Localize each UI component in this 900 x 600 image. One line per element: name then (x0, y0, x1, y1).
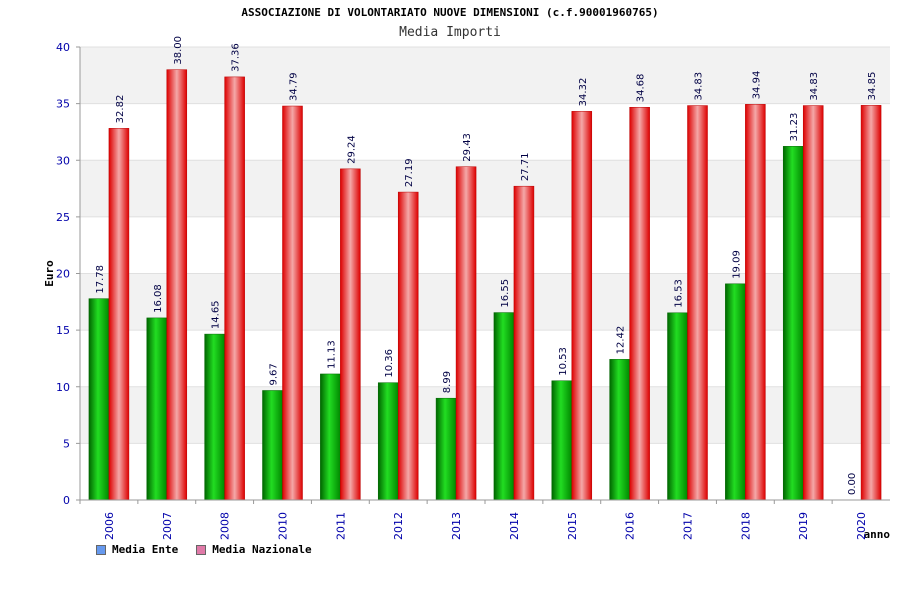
data-label: 27.19 (404, 158, 415, 187)
y-tick-label: 30 (56, 154, 70, 167)
x-tick-label: 2007 (161, 512, 174, 540)
data-label: 34.85 (867, 72, 878, 101)
data-label: 12.42 (616, 326, 627, 355)
grid-band (80, 386, 890, 444)
x-tick-label: 2016 (624, 512, 637, 540)
bar-media-ente (782, 146, 804, 501)
legend-label-media-ente: Media Ente (112, 543, 179, 556)
chart-subtitle: Media Importi (399, 25, 501, 40)
data-label: 10.53 (558, 347, 569, 376)
y-tick-label: 5 (63, 437, 70, 450)
bar-media-nazionale (108, 128, 130, 501)
grid-band (80, 47, 890, 104)
bar-media-nazionale (629, 106, 650, 501)
x-tick-label: 2011 (334, 512, 347, 540)
x-tick-label: 2006 (103, 512, 116, 540)
bar-media-nazionale (166, 69, 188, 501)
y-axis-label: Euro (43, 260, 56, 287)
y-tick-label: 10 (56, 381, 70, 394)
bar-media-nazionale (224, 76, 245, 501)
x-tick-label: 2018 (739, 512, 752, 540)
data-label: 9.67 (269, 363, 280, 385)
bar-media-nazionale (340, 168, 361, 501)
legend-item-media-ente: Media Ente (96, 543, 178, 556)
data-label: 19.09 (731, 250, 742, 279)
data-label: 27.71 (520, 153, 531, 182)
x-tick-label: 2019 (797, 512, 810, 540)
bar-media-nazionale (860, 105, 882, 501)
x-tick-label: 2014 (508, 512, 521, 540)
legend-swatch-media-ente (96, 544, 106, 555)
legend: Media Ente Media Nazionale (96, 543, 312, 556)
grid-band (80, 160, 890, 217)
bar-media-ente (204, 333, 225, 501)
data-label: 0.00 (847, 473, 858, 495)
bar-media-nazionale (282, 105, 303, 501)
bar-media-nazionale (687, 105, 708, 501)
bar-media-ente (262, 390, 283, 501)
data-label: 11.13 (326, 340, 337, 369)
data-label: 29.24 (346, 135, 357, 164)
x-tick-label: 2012 (392, 512, 405, 540)
data-label: 34.83 (694, 72, 705, 101)
bar-media-ente (377, 382, 399, 501)
bar-media-nazionale (745, 104, 766, 501)
bar-media-ente (435, 397, 457, 501)
grid-band (80, 273, 890, 331)
legend-swatch-media-nazionale (196, 544, 207, 555)
y-tick-label: 20 (56, 268, 70, 281)
data-label: 14.65 (211, 300, 222, 329)
x-tick-label: 2013 (450, 512, 463, 540)
y-tick-label: 40 (56, 41, 70, 54)
data-label: 17.78 (95, 265, 106, 294)
data-label: 34.68 (636, 74, 647, 103)
data-label: 29.43 (462, 133, 473, 162)
bar-media-ente (320, 373, 341, 501)
bar-media-ente (725, 283, 746, 501)
legend-label-media-nazionale: Media Nazionale (212, 543, 312, 556)
data-label: 16.08 (153, 284, 164, 313)
bar-media-ente (493, 312, 515, 501)
y-tick-label: 35 (56, 98, 70, 111)
data-label: 31.23 (789, 113, 800, 142)
data-label: 16.55 (500, 279, 511, 308)
data-label: 34.83 (809, 72, 820, 101)
legend-item-media-nazionale: Media Nazionale (196, 543, 312, 556)
x-tick-label: 2010 (277, 512, 290, 540)
data-label: 10.36 (384, 349, 395, 378)
bar-media-nazionale (571, 111, 593, 501)
data-label: 34.32 (578, 78, 589, 107)
x-tick-label: 2008 (219, 512, 232, 540)
data-label: 34.79 (289, 72, 300, 101)
data-label: 32.82 (115, 95, 126, 124)
bar-media-ente (609, 359, 630, 501)
data-label: 16.53 (674, 279, 685, 308)
data-label: 34.94 (751, 71, 762, 100)
bar-media-nazionale (397, 191, 419, 501)
x-tick-label: 2017 (682, 512, 695, 540)
y-tick-label: 25 (56, 211, 70, 224)
data-label: 38.00 (173, 36, 184, 65)
y-tick-label: 0 (63, 494, 70, 507)
bar-media-ente (88, 298, 110, 501)
bar-media-nazionale (802, 105, 824, 501)
data-label: 37.36 (231, 43, 242, 72)
x-tick-label: 2020 (855, 512, 868, 540)
chart-title: ASSOCIAZIONE DI VOLONTARIATO NUOVE DIMEN… (241, 6, 659, 19)
bar-media-nazionale (513, 185, 535, 501)
bar-media-ente (551, 380, 573, 501)
bar-media-nazionale (455, 166, 477, 501)
bar-media-ente (667, 312, 688, 501)
x-axis-label: anno (864, 528, 891, 541)
x-tick-label: 2015 (566, 512, 579, 540)
y-tick-label: 15 (56, 324, 70, 337)
bar-media-ente (146, 317, 168, 501)
data-label: 8.99 (442, 371, 453, 393)
